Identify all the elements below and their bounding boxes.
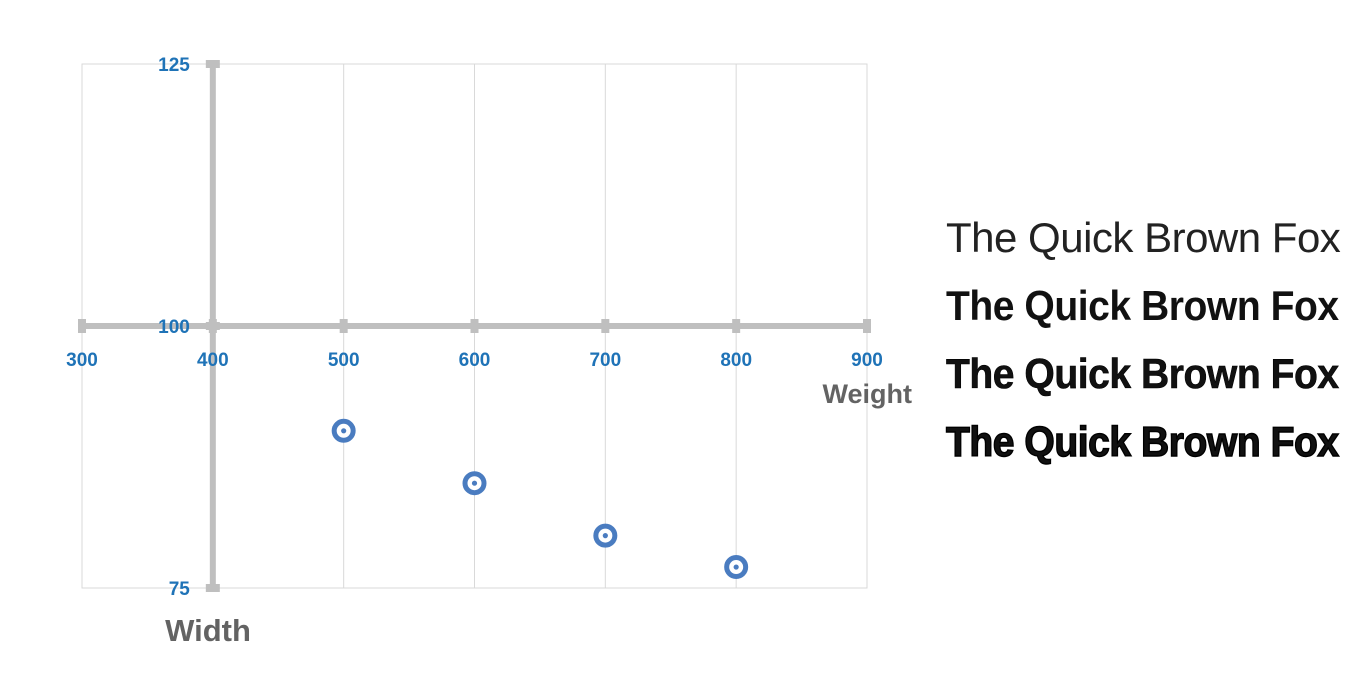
- x-tick-label-700: 700: [589, 350, 621, 371]
- data-point-center: [602, 533, 608, 539]
- x-tick-mark-800: [732, 319, 741, 333]
- y-tick-label-75: 75: [169, 579, 191, 600]
- data-point-3: [593, 523, 618, 548]
- y-tick-label-125: 125: [158, 55, 190, 76]
- x-tick-label-500: 500: [328, 350, 360, 371]
- sample-text-bold: The Quick Brown Fox: [946, 350, 1340, 398]
- data-points: [331, 418, 749, 580]
- x-tick-mark-500: [339, 319, 348, 333]
- x-tick-label-600: 600: [459, 350, 491, 371]
- y-tick-mark-75: [205, 584, 220, 592]
- data-point-center: [341, 428, 347, 434]
- y-tick-mark-125: [205, 60, 220, 68]
- data-point-4: [724, 555, 749, 580]
- data-point-2: [462, 471, 487, 496]
- x-tick-label-800: 800: [720, 350, 752, 371]
- x-tick-mark-600: [470, 319, 479, 333]
- sample-text-light: The Quick Brown Fox: [946, 214, 1341, 261]
- y-tick-mark-100: [205, 322, 220, 330]
- sample-text-semibold: The Quick Brown Fox: [946, 282, 1339, 329]
- x-tick-label-400: 400: [197, 350, 229, 371]
- sample-text-extrabold: The Quick Brown Fox: [945, 417, 1339, 465]
- y-axis-title: Width: [165, 613, 251, 648]
- scatter-chart: 300 400 500 600 700 800 900 125 100 75 Weight Wid…: [66, 55, 913, 648]
- x-tick-label-900: 900: [851, 350, 883, 371]
- x-tick-mark-700: [601, 319, 610, 333]
- font-weight-samples: The Quick Brown Fox The Quick Brown Fox …: [945, 204, 1368, 476]
- data-point-center: [471, 480, 478, 486]
- tick-labels: 300 400 500 600 700 800 900 125 100 75: [66, 55, 883, 600]
- x-tick-mark-900: [863, 319, 871, 333]
- axes: [78, 60, 871, 592]
- y-tick-label-100: 100: [158, 317, 190, 338]
- x-tick-label-300: 300: [66, 350, 98, 371]
- x-axis-title: Weight: [823, 379, 913, 409]
- x-tick-mark-300: [78, 319, 86, 333]
- data-point-1: [331, 418, 356, 443]
- data-point-center: [733, 564, 739, 570]
